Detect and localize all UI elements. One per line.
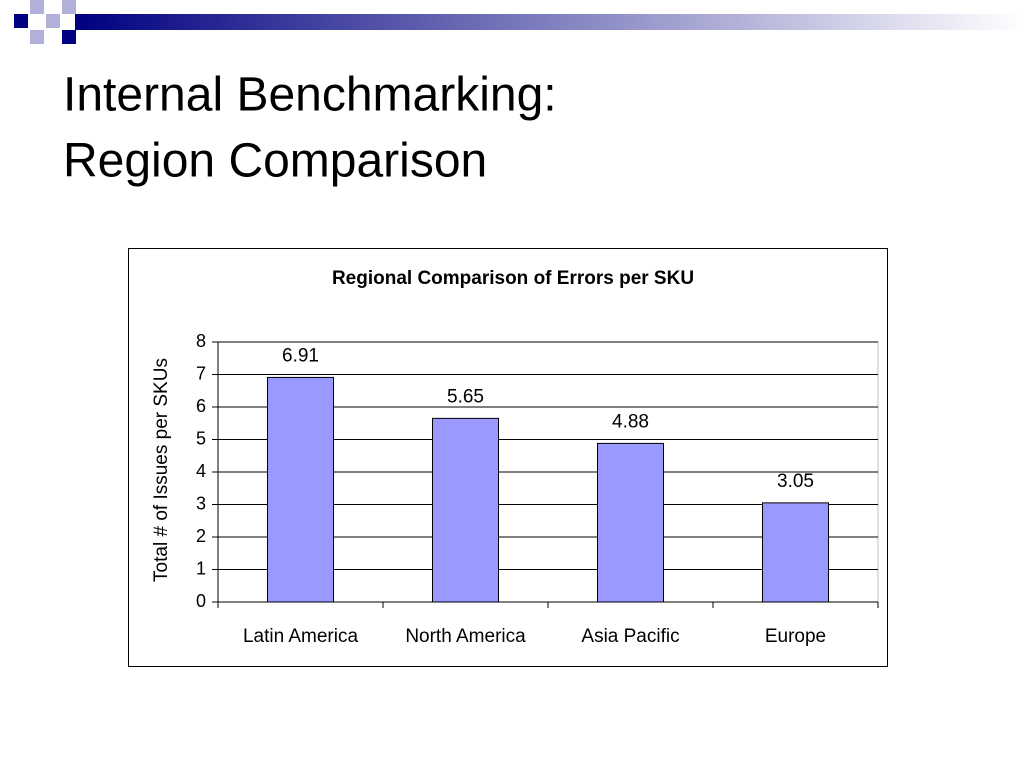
header-bar <box>75 14 1024 30</box>
x-tick-label: Europe <box>765 626 826 647</box>
y-tick-label: 1 <box>196 558 206 578</box>
y-tick-label: 6 <box>196 396 206 416</box>
y-tick-label: 5 <box>196 428 206 448</box>
bar <box>762 502 829 603</box>
plot: 0 1 2 3 4 5 6 7 8 6.91 Latin America 5.65 North Amer… <box>196 331 879 647</box>
y-tick-label: 4 <box>196 461 206 481</box>
value-label: 5.65 <box>447 386 484 407</box>
y-tick-label: 2 <box>196 526 206 546</box>
deco-square <box>46 14 60 28</box>
value-label: 3.05 <box>777 471 814 492</box>
deco-square <box>62 0 76 14</box>
x-tick-label: North America <box>405 626 526 647</box>
x-tick-label: Latin America <box>243 626 359 647</box>
deco-square <box>30 0 44 14</box>
deco-square <box>62 30 76 44</box>
bar <box>432 417 499 603</box>
slide-title: Internal Benchmarking: <box>63 69 557 122</box>
y-axis-label: Total # of Issues per SKUs <box>151 358 172 582</box>
deco-square <box>30 30 44 44</box>
y-tick-label: 0 <box>196 591 206 611</box>
y-tick-label: 7 <box>196 363 206 383</box>
y-tick-label: 3 <box>196 493 206 513</box>
x-tick-label: Asia Pacific <box>581 626 679 647</box>
bar <box>267 376 334 603</box>
deco-square <box>14 14 28 28</box>
value-label: 4.88 <box>612 411 649 432</box>
slide-title: Region Comparison <box>63 135 487 188</box>
y-tick-label: 8 <box>196 331 206 351</box>
bar <box>597 442 664 603</box>
value-label: 6.91 <box>282 345 319 366</box>
header-decoration <box>14 0 1024 44</box>
chart-title: Regional Comparison of Errors per SKU <box>332 268 694 289</box>
